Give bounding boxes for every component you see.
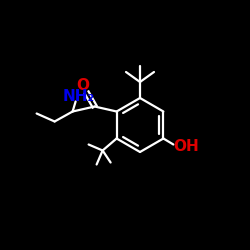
- Text: NH₂: NH₂: [62, 89, 95, 104]
- Text: O: O: [76, 78, 89, 93]
- Text: OH: OH: [174, 139, 199, 154]
